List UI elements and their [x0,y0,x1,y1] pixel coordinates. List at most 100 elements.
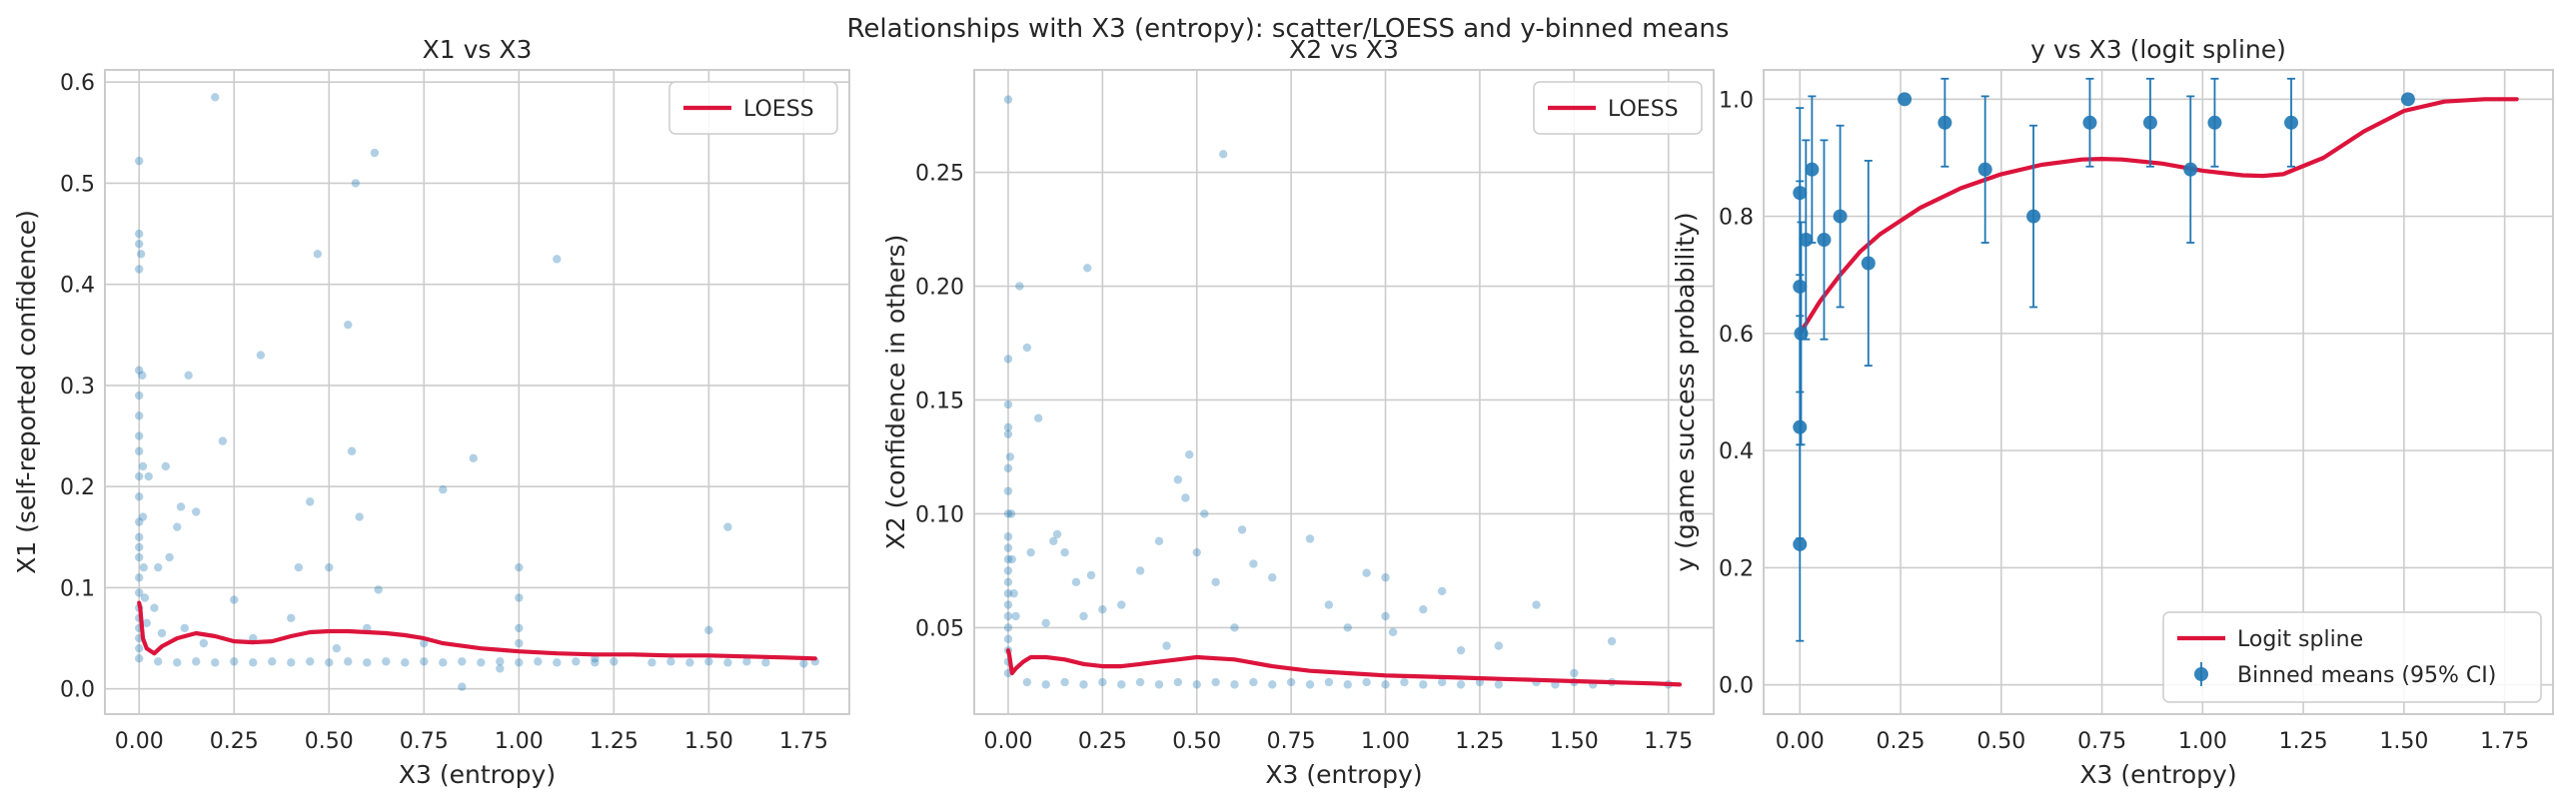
x-tick-label: 0.50 [1976,729,2025,754]
binned-mean-point [2284,115,2299,130]
scatter-point [1211,577,1220,587]
scatter-point [135,411,144,420]
y-tick-label: 1.0 [1719,88,1754,113]
scatter-point [1003,600,1013,609]
scatter-point [230,595,239,604]
scatter-point [1003,509,1013,518]
binned-mean-point [2026,209,2041,224]
scatter-point [1041,680,1050,689]
scatter-point [1381,611,1390,621]
scatter-point [165,552,174,562]
scatter-point [1003,566,1013,575]
scatter-point [256,351,266,360]
scatter-point [135,239,144,249]
scatter-point [515,623,524,633]
fit-line [1005,648,1683,687]
scatter-point [173,658,182,667]
scatter-point [1003,355,1013,364]
scatter-point [382,657,391,666]
scatter-point [1022,677,1032,687]
scatter-point [1570,668,1579,678]
scatter-point [154,657,163,666]
legend-marker-swatch [2194,667,2208,681]
legend: LOESS [668,81,838,135]
scatter-point [294,562,304,572]
x-tick-label: 0.50 [1172,729,1221,754]
scatter-point [1003,634,1013,643]
x-tick-label: 0.00 [983,729,1032,754]
scatter-point [666,657,675,666]
scatter-point [458,682,467,691]
scatter-point [1185,449,1194,459]
panel-title: X2 vs X3 [1289,35,1399,64]
scatter-point [135,446,144,455]
scatter-point [1052,529,1062,539]
scatter-point [135,654,144,663]
scatter-point [761,658,770,667]
scatter-point [1532,600,1541,609]
y-tick-label: 0.4 [1719,439,1754,464]
scatter-point [1060,547,1069,557]
scatter-point [211,93,220,102]
scatter-point [135,265,144,274]
scatter-point [1154,536,1164,545]
scatter-point [1162,641,1171,650]
scatter-point [1117,600,1126,609]
y-tick-label: 0.0 [60,678,95,703]
x-tick-label: 1.00 [1361,729,1410,754]
binned-mean-point [2183,162,2198,177]
scatter-point [325,562,334,572]
scatter-point [306,497,315,506]
scatter-point [135,229,144,239]
scatter-point [135,573,144,582]
scatter-point [1268,573,1277,582]
scatter-point [704,625,713,635]
scatter-point [313,250,323,259]
scatter-point [135,156,144,166]
scatter-point [1230,623,1239,632]
legend: Logit spline Binned means (95% CI) [2162,611,2542,703]
x-tick-label: 1.25 [590,729,639,754]
scatter-point [1071,577,1081,587]
x-tick-label: 1.25 [1455,729,1504,754]
scatter-point [144,471,153,481]
scatter-point [135,542,144,552]
scatter-point [1419,680,1428,689]
y-tick-label: 0.6 [60,71,95,96]
scatter-point [192,657,201,666]
x-tick-label: 1.25 [2279,729,2328,754]
scatter-point [477,658,486,667]
panel-1: 0.00 0.25 0.50 0.75 1.00 1.25 1.50 1.75 0.0 0.1 0.… [12,35,850,789]
legend-box [1533,81,1703,135]
figure-suptitle: Relationships with X3 (entropy): scatter… [847,14,1730,44]
x-tick-label: 0.75 [400,729,449,754]
legend-box [668,81,838,135]
scatter-point [154,562,163,572]
y-axis-label: X1 (self-reported confidence) [12,210,41,574]
x-tick-label: 1.50 [2379,729,2428,754]
x-axis-label: X3 (entropy) [1265,760,1422,789]
scatter-point [1388,627,1398,637]
scatter-point [1200,509,1209,518]
y-tick-label: 0.15 [915,389,964,413]
binned-mean-point [1793,536,1808,551]
scatter-point [1218,150,1228,159]
scatter-point [515,593,524,602]
scatter-point [344,320,353,330]
scatter-point [135,431,144,440]
scatter-point [374,585,383,594]
scatter-point [1003,95,1013,104]
scatter-point [1011,611,1020,621]
scatter-point [1362,677,1371,687]
y-tick-label: 0.20 [915,276,964,301]
scatter-point [139,562,148,572]
scatter-point [1003,611,1013,621]
binned-mean-point [1977,162,1992,177]
binned-mean-point [1817,233,1832,248]
scatter-point [1041,618,1050,628]
scatter-point [184,371,193,380]
scatter-point [1607,636,1617,646]
scatter-point [1419,604,1428,614]
scatter-point [1005,452,1015,461]
